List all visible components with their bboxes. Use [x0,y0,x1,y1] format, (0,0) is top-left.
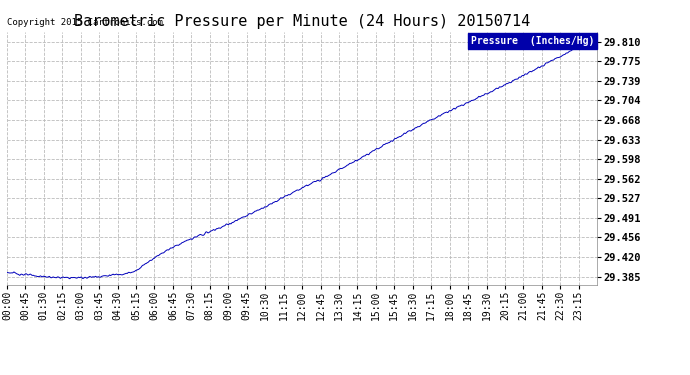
Text: Copyright 2015 Cartronics.com: Copyright 2015 Cartronics.com [7,18,163,27]
Text: Pressure  (Inches/Hg): Pressure (Inches/Hg) [471,36,594,46]
Title: Barometric Pressure per Minute (24 Hours) 20150714: Barometric Pressure per Minute (24 Hours… [74,14,530,29]
